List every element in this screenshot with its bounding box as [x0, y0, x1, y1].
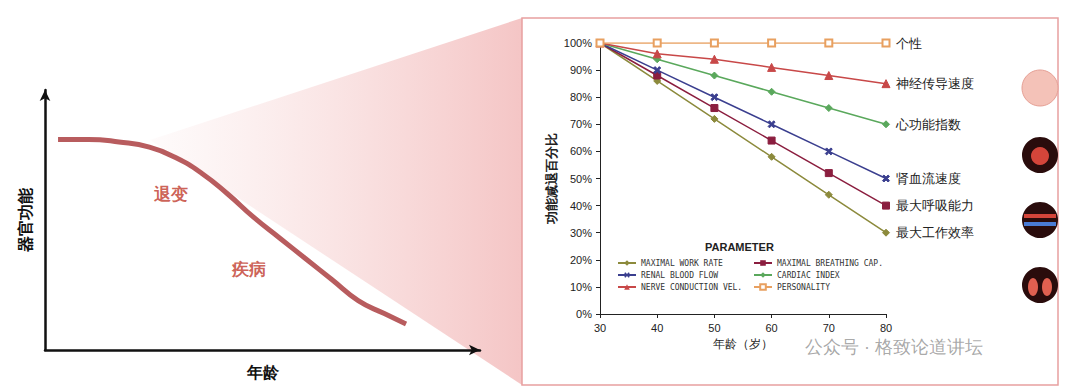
svg-text:60: 60	[765, 322, 777, 334]
svg-text:PERSONALITY: PERSONALITY	[777, 283, 830, 292]
svg-text:年龄: 年龄	[246, 364, 280, 381]
svg-text:MAXIMAL BREATHING CAP.: MAXIMAL BREATHING CAP.	[777, 259, 883, 268]
svg-text:10%: 10%	[570, 281, 592, 293]
svg-text:疾病: 疾病	[231, 260, 266, 279]
svg-text:NERVE CONDUCTION VEL.: NERVE CONDUCTION VEL.	[641, 283, 742, 292]
svg-text:20%: 20%	[570, 254, 592, 266]
svg-text:70%: 70%	[570, 118, 592, 130]
svg-text:年龄（岁）: 年龄（岁）	[713, 337, 773, 351]
svg-text:CARDIAC INDEX: CARDIAC INDEX	[777, 271, 840, 280]
svg-text:PARAMETER: PARAMETER	[705, 241, 774, 253]
svg-text:40%: 40%	[570, 200, 592, 212]
svg-text:80%: 80%	[570, 91, 592, 103]
svg-text:50%: 50%	[570, 173, 592, 185]
svg-text:退变: 退变	[153, 185, 188, 204]
svg-text:40: 40	[651, 322, 663, 334]
svg-text:30%: 30%	[570, 227, 592, 239]
svg-text:0%: 0%	[576, 308, 592, 320]
svg-text:功能减退百分比: 功能减退百分比	[544, 133, 559, 225]
svg-text:肾血流速度: 肾血流速度	[896, 171, 961, 186]
svg-text:RENAL BLOOD FLOW: RENAL BLOOD FLOW	[641, 271, 718, 280]
svg-text:80: 80	[880, 322, 892, 334]
svg-text:最大工作效率: 最大工作效率	[896, 225, 974, 240]
svg-text:70: 70	[823, 322, 835, 334]
svg-text:100%: 100%	[564, 37, 592, 49]
svg-text:个性: 个性	[896, 36, 922, 51]
svg-text:90%: 90%	[570, 64, 592, 76]
svg-text:50: 50	[708, 322, 720, 334]
svg-text:30: 30	[594, 322, 606, 334]
svg-text:公众号 · 格致论道讲坛: 公众号 · 格致论道讲坛	[805, 337, 983, 357]
svg-text:心功能指数: 心功能指数	[895, 117, 961, 132]
svg-text:器官功能: 器官功能	[16, 188, 34, 252]
svg-text:神经传导速度: 神经传导速度	[896, 76, 974, 91]
svg-text:MAXIMAL WORK RATE: MAXIMAL WORK RATE	[641, 259, 723, 268]
svg-text:60%: 60%	[570, 145, 592, 157]
svg-text:最大呼吸能力: 最大呼吸能力	[896, 198, 974, 213]
